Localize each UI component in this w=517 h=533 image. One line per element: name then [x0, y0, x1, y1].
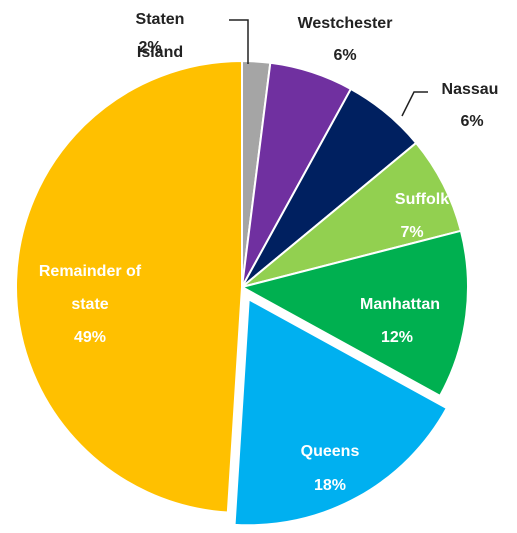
label-line: state [71, 296, 108, 313]
slice-label: Remainder of state [39, 263, 142, 313]
slice-label: Manhattan [360, 296, 440, 313]
label-line: Remainder of [39, 263, 142, 280]
slice-label: Suffolk [395, 191, 449, 208]
label-line: Island [137, 44, 183, 61]
slice-label: Nassau [442, 81, 499, 98]
slice-value: 7% [400, 224, 423, 241]
slice-label: Staten Island [136, 11, 185, 61]
slice-value: 12% [381, 329, 413, 346]
pie-slice [15, 59, 243, 514]
slice-label: Westchester [298, 15, 393, 32]
leader-line [229, 19, 249, 64]
pie-slice [239, 229, 469, 398]
pie-slice [233, 297, 449, 527]
slice-value: 49% [74, 329, 106, 346]
slice-value: 6% [333, 47, 356, 64]
label-line: Staten [136, 11, 185, 28]
slice-value: 2% [138, 39, 161, 56]
leader-line [401, 91, 428, 117]
slice-value: 6% [460, 113, 483, 130]
slice-value: 18% [314, 477, 346, 494]
slice-label: Queens [301, 443, 360, 460]
